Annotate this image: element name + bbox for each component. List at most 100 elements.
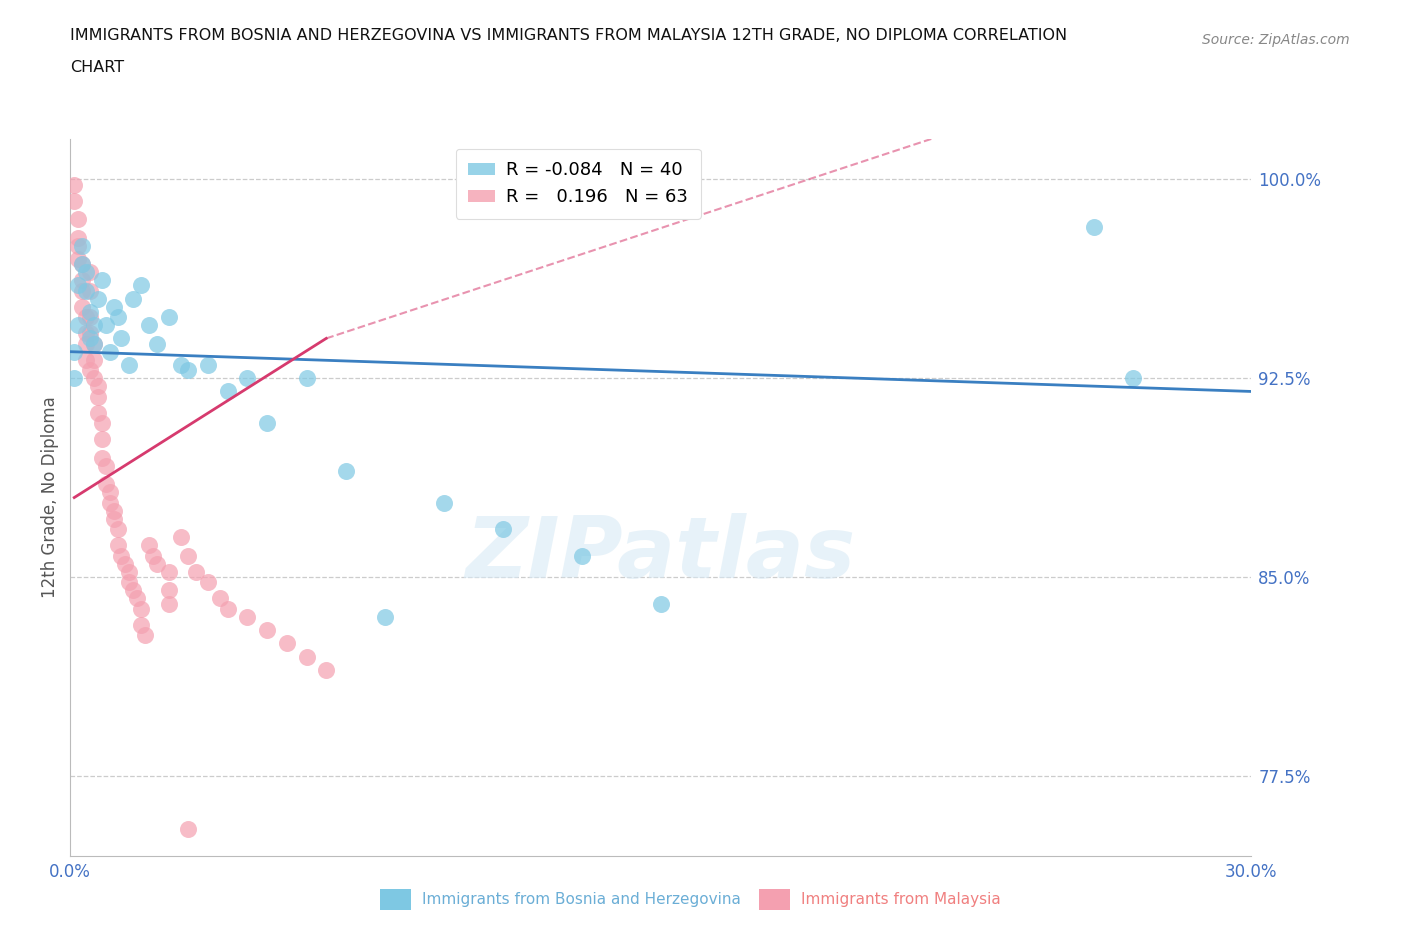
Point [114, 556, 136, 571]
Point [197, 357, 219, 372]
Point [138, 318, 160, 333]
Point [177, 821, 200, 836]
Point [129, 278, 152, 293]
Point [75, 352, 97, 367]
Point [103, 503, 125, 518]
Text: Immigrants from Malaysia: Immigrants from Malaysia [801, 892, 1001, 907]
Point [90, 432, 112, 446]
Point [146, 337, 169, 352]
Point [650, 596, 672, 611]
Point [118, 575, 141, 590]
Point [110, 549, 132, 564]
Point [79, 265, 101, 280]
Point [295, 649, 318, 664]
Point [75, 337, 97, 352]
Point [129, 618, 152, 632]
Point [87, 379, 110, 393]
Point [217, 602, 239, 617]
Point [87, 291, 110, 306]
Point [177, 363, 200, 378]
Text: ZIPatlas: ZIPatlas [465, 513, 856, 596]
Point [142, 549, 165, 564]
Point [83, 337, 105, 352]
Point [157, 565, 180, 579]
Point [1083, 219, 1105, 234]
Point [90, 416, 112, 431]
Point [70, 299, 93, 314]
Point [90, 272, 112, 287]
Point [177, 549, 200, 564]
Point [127, 591, 149, 605]
Point [110, 331, 132, 346]
Point [75, 265, 97, 280]
Point [87, 405, 110, 420]
Point [79, 310, 101, 325]
Point [70, 238, 93, 253]
Point [118, 357, 141, 372]
Point [138, 538, 160, 552]
Point [90, 450, 112, 465]
Point [315, 662, 337, 677]
Point [157, 310, 180, 325]
Point [295, 371, 318, 386]
Text: Source: ZipAtlas.com: Source: ZipAtlas.com [1202, 33, 1350, 46]
Point [63, 371, 86, 386]
Point [94, 458, 117, 473]
Text: Immigrants from Bosnia and Herzegovina: Immigrants from Bosnia and Herzegovina [422, 892, 741, 907]
Point [492, 522, 515, 537]
Point [70, 257, 93, 272]
Point [63, 177, 86, 192]
Point [256, 416, 278, 431]
Point [103, 299, 125, 314]
Point [70, 284, 93, 299]
Point [63, 193, 86, 208]
Point [67, 278, 90, 293]
Point [217, 384, 239, 399]
Point [79, 363, 101, 378]
Point [83, 352, 105, 367]
Point [67, 318, 90, 333]
Point [197, 575, 219, 590]
Point [157, 596, 180, 611]
Point [276, 636, 298, 651]
Y-axis label: 12th Grade, No Diploma: 12th Grade, No Diploma [41, 397, 59, 598]
Point [186, 565, 208, 579]
Point [129, 602, 152, 617]
Point [169, 530, 191, 545]
Point [79, 304, 101, 319]
Point [83, 371, 105, 386]
Point [79, 326, 101, 340]
Point [79, 331, 101, 346]
Point [79, 284, 101, 299]
Point [374, 609, 396, 624]
Point [98, 344, 121, 359]
Point [571, 549, 593, 564]
Point [70, 257, 93, 272]
Point [236, 609, 259, 624]
Point [63, 344, 86, 359]
Point [98, 485, 121, 499]
Point [67, 238, 90, 253]
Point [146, 556, 169, 571]
Point [107, 310, 129, 325]
Point [67, 251, 90, 266]
Point [433, 496, 456, 511]
Point [67, 212, 90, 227]
Point [134, 628, 156, 643]
Text: IMMIGRANTS FROM BOSNIA AND HERZEGOVINA VS IMMIGRANTS FROM MALAYSIA 12TH GRADE, N: IMMIGRANTS FROM BOSNIA AND HERZEGOVINA V… [70, 28, 1067, 43]
Point [83, 337, 105, 352]
Point [122, 583, 145, 598]
Point [94, 318, 117, 333]
Point [169, 357, 191, 372]
Point [157, 583, 180, 598]
Point [67, 231, 90, 246]
Point [122, 291, 145, 306]
Point [98, 496, 121, 511]
Point [75, 310, 97, 325]
Point [75, 284, 97, 299]
Legend: R = -0.084   N = 40, R =   0.196   N = 63: R = -0.084 N = 40, R = 0.196 N = 63 [456, 149, 700, 219]
Point [107, 522, 129, 537]
Point [208, 591, 231, 605]
Point [236, 371, 259, 386]
Point [107, 538, 129, 552]
